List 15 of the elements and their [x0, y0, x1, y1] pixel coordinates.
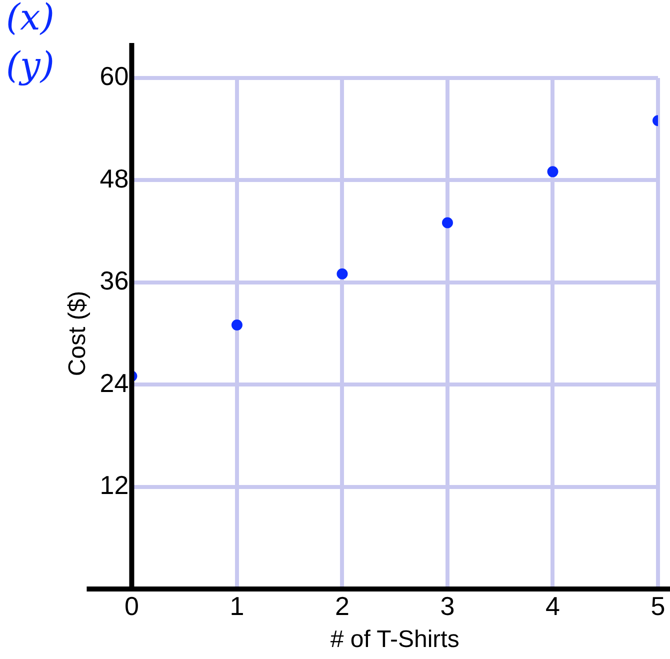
y-tick-label: 12: [100, 470, 129, 500]
text: (x): [6, 0, 54, 38]
x-axis-title: # of T-Shirts: [330, 626, 460, 654]
x-tick-label: 2: [335, 590, 350, 621]
y-tick-label: 60: [100, 61, 129, 92]
y-tick-label: 48: [100, 163, 129, 194]
x-tick-label: 4: [546, 590, 560, 621]
y-tick-label: 24: [100, 368, 129, 398]
x-tick-label: 3: [440, 590, 455, 621]
x-tick-label: 1: [230, 590, 244, 621]
y-tick-label: 36: [100, 266, 129, 296]
x-tick-label: 0: [124, 590, 139, 621]
text: (y): [6, 45, 54, 86]
y-axis-title: Cost ($): [64, 290, 92, 376]
x-tick-label: 5: [650, 590, 666, 621]
